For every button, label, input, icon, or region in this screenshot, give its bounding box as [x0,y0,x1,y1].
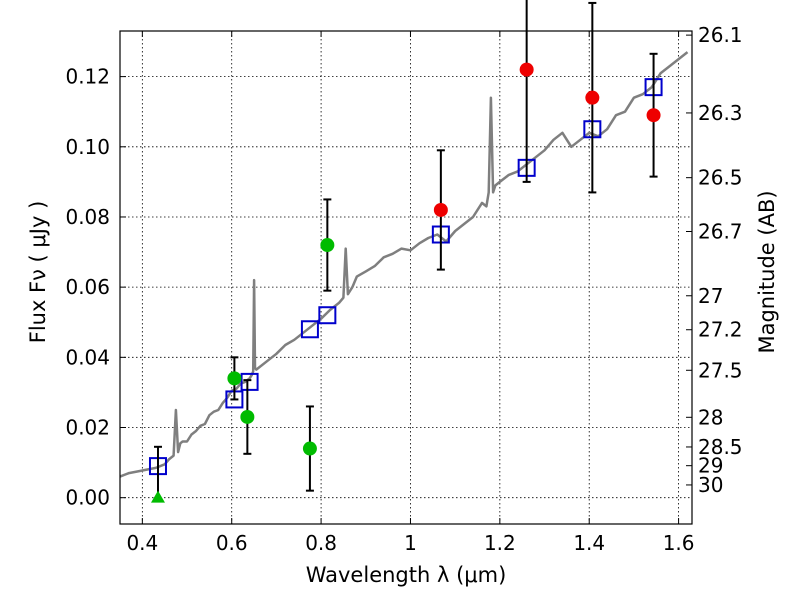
y-tick-label: 0.00 [65,486,110,510]
mag-tick-label: 28.5 [698,435,743,459]
mag-tick-label: 27.5 [698,358,743,382]
data-point [302,441,317,456]
x-tick-label: 1 [404,531,417,555]
data-point [240,409,255,424]
data-point [433,202,448,217]
mag-tick-label: 27 [698,284,723,308]
x-tick-label: 1.6 [663,531,695,555]
mag-tick-label: 28 [698,405,723,429]
data-point [646,108,661,123]
plot-frame [119,30,693,525]
x-tick-label: 0.8 [305,531,337,555]
mag-tick-label: 26.3 [698,101,743,125]
data-point [585,90,600,105]
data-point [519,62,534,77]
x-tick-label: 0.4 [126,531,158,555]
x-tick-label: 1.2 [484,531,516,555]
grid-lines [120,31,692,524]
model-point [318,306,337,325]
y-tick-label: 0.12 [65,65,110,89]
y-tick-label: 0.10 [65,135,110,159]
y-axis-label-right: Magnitude (AB) [755,190,779,353]
mag-tick-label: 26.1 [698,23,743,47]
marker-layer [148,0,663,503]
y-tick-label: 0.04 [65,345,110,369]
data-point [227,371,242,386]
model-point [300,320,319,339]
y-tick-label: 0.02 [65,416,110,440]
mag-tick-label: 26.5 [698,166,743,190]
model-point [240,372,259,391]
y-axis-label-left: Flux Fν ( μJy ) [26,201,50,344]
mag-tick-label: 26.7 [698,220,743,244]
data-point [320,238,335,253]
tick-layer: 0.4 0.6 0.8 1 1.2 1.4 1.6 0.00 0.02 0.04 0.06 0.08 0… [65,23,742,555]
mag-tick-label: 30 [698,473,723,497]
x-tick-label: 0.6 [216,531,248,555]
y-tick-label: 0.06 [65,275,110,299]
mag-tick-label: 29 [698,454,723,478]
mag-tick-label: 27.2 [698,318,743,342]
x-axis-label: Wavelength λ (μm) [306,563,507,587]
upper-limit-point [150,490,165,503]
spectrum-layer [119,51,689,478]
x-tick-label: 1.4 [573,531,605,555]
y-tick-label: 0.08 [65,205,110,229]
spectrum-line [119,51,689,478]
